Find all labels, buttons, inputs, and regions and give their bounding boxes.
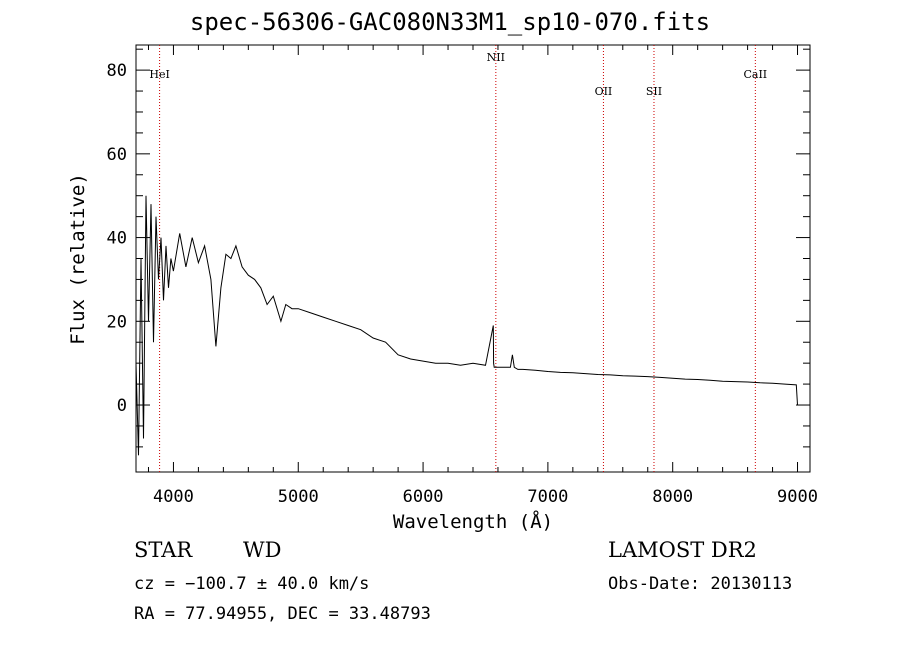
y-tick-label: 60 [107,145,127,165]
y-axis-label: Flux (relative) [67,173,89,345]
line-label-hei: HeI [149,68,169,81]
x-tick-label: 7000 [527,487,568,507]
object-class: STAR [134,538,193,562]
axis-ticks [136,45,810,472]
x-axis-label: Wavelength (Å) [393,510,553,533]
y-tick-label: 20 [107,312,127,332]
emission-line-markers: HeI NII OII SII CaII [149,45,767,472]
line-label-nii: NII [487,51,505,64]
coordinates: RA = 77.94955, DEC = 33.48793 [134,604,431,624]
x-tick-label: 4000 [153,487,194,507]
spectrum-line [135,195,798,456]
line-label-oii: OII [595,85,613,98]
y-tick-label: 80 [107,61,127,81]
plot-frame [135,44,811,473]
y-tick-label: 0 [117,396,127,416]
chart-title: spec-56306-GAC080N33M1_sp10-070.fits [189,8,711,36]
x-tick-labels: 4000 5000 6000 7000 8000 9000 [153,487,818,507]
observation-date: Obs-Date: 20130113 [608,574,793,594]
x-tick-label: 9000 [777,487,818,507]
x-tick-label: 5000 [278,487,319,507]
x-tick-label: 8000 [652,487,693,507]
redshift-velocity: cz = −100.7 ± 40.0 km/s [134,574,370,594]
line-label-sii: SII [646,85,662,98]
survey-name: LAMOST DR2 [608,538,757,562]
object-subclass: WD [243,538,282,562]
y-tick-labels: 0 20 40 60 80 [107,61,127,416]
x-tick-label: 6000 [403,487,444,507]
line-label-caii: CaII [743,68,767,81]
y-tick-label: 40 [107,229,127,249]
